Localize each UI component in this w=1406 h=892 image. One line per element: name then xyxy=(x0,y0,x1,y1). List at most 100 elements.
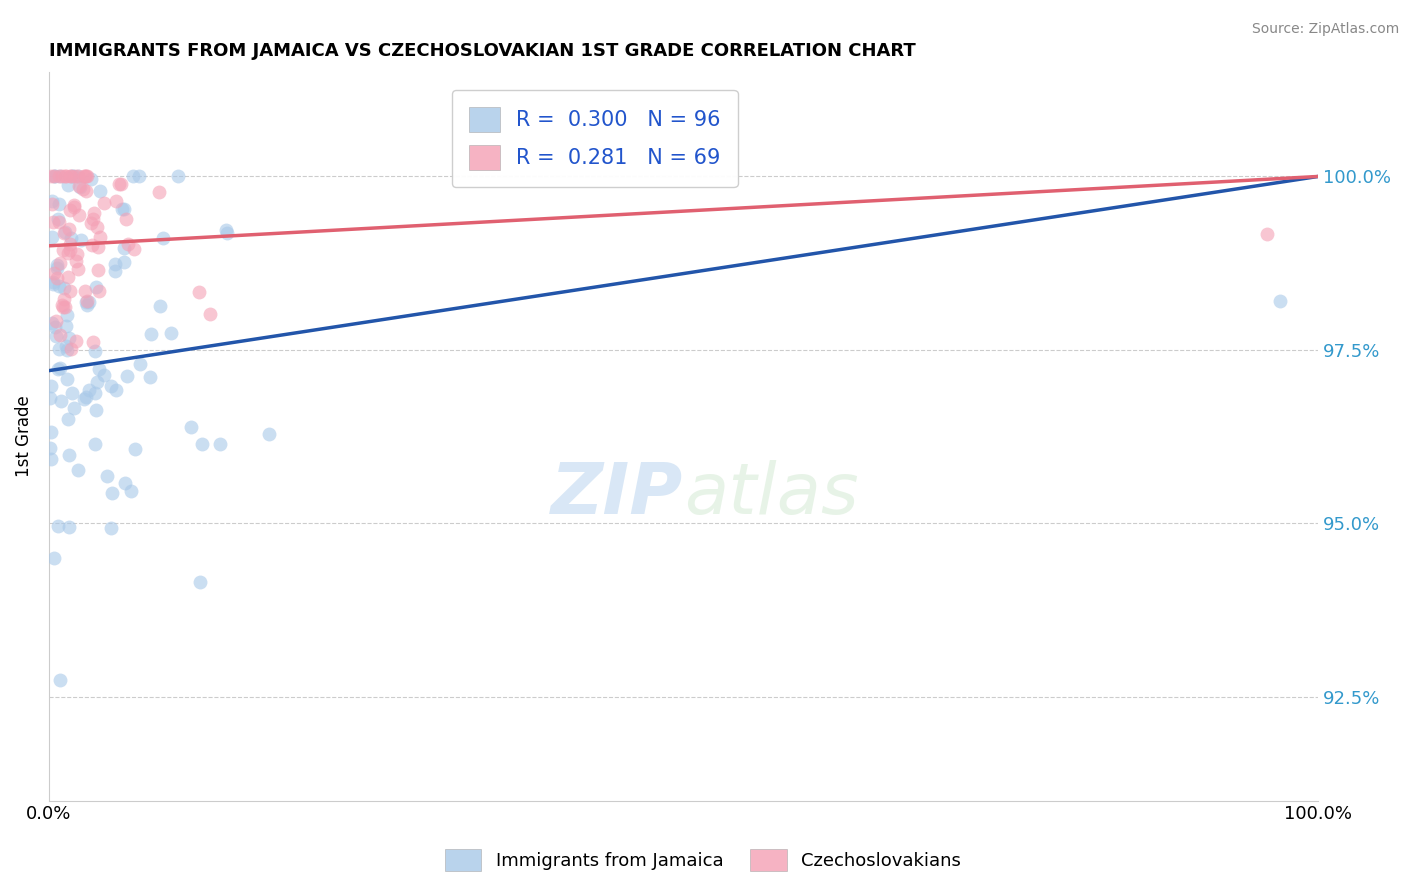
Point xyxy=(49,673,72,687)
Point xyxy=(100,521,122,535)
Point xyxy=(89,184,111,198)
Point xyxy=(49,394,72,409)
Point xyxy=(52,292,75,306)
Point xyxy=(77,294,100,309)
Point xyxy=(60,169,83,184)
Point xyxy=(49,327,72,342)
Point xyxy=(59,236,82,251)
Point xyxy=(39,169,62,184)
Text: ZIP: ZIP xyxy=(551,460,683,529)
Point xyxy=(56,270,79,285)
Point xyxy=(63,198,86,212)
Point xyxy=(87,284,110,298)
Point xyxy=(44,551,66,566)
Point xyxy=(45,329,67,343)
Point xyxy=(188,574,211,589)
Point xyxy=(59,202,82,217)
Point xyxy=(48,215,70,229)
Point xyxy=(49,169,72,184)
Legend: Immigrants from Jamaica, Czechoslovakians: Immigrants from Jamaica, Czechoslovakian… xyxy=(437,842,969,879)
Point xyxy=(58,448,80,462)
Point xyxy=(117,236,139,251)
Point xyxy=(48,343,70,357)
Point xyxy=(58,222,80,236)
Point xyxy=(63,401,86,415)
Point xyxy=(76,293,98,308)
Point xyxy=(93,196,115,211)
Point xyxy=(96,468,118,483)
Point xyxy=(148,185,170,199)
Point xyxy=(66,169,89,184)
Point xyxy=(139,326,162,341)
Point xyxy=(84,344,107,359)
Point xyxy=(93,368,115,382)
Point xyxy=(59,243,82,257)
Point xyxy=(48,362,70,376)
Point xyxy=(41,197,63,211)
Point xyxy=(63,169,86,184)
Point xyxy=(60,385,83,400)
Point xyxy=(67,463,90,477)
Point xyxy=(200,307,222,321)
Point xyxy=(66,169,89,184)
Point xyxy=(87,361,110,376)
Point xyxy=(73,392,96,406)
Point xyxy=(48,278,70,293)
Point xyxy=(108,177,131,191)
Point xyxy=(114,475,136,490)
Point xyxy=(65,254,87,268)
Point xyxy=(112,255,135,269)
Legend: R =  0.300   N = 96, R =  0.281   N = 69: R = 0.300 N = 96, R = 0.281 N = 69 xyxy=(451,90,738,186)
Point xyxy=(160,326,183,340)
Point xyxy=(48,256,70,270)
Point xyxy=(39,441,62,455)
Point xyxy=(56,412,79,426)
Text: IMMIGRANTS FROM JAMAICA VS CZECHOSLOVAKIAN 1ST GRADE CORRELATION CHART: IMMIGRANTS FROM JAMAICA VS CZECHOSLOVAKI… xyxy=(49,42,915,60)
Point xyxy=(59,169,82,184)
Point xyxy=(39,425,62,439)
Point xyxy=(59,284,82,298)
Point xyxy=(86,375,108,389)
Point xyxy=(84,436,107,450)
Point xyxy=(112,241,135,255)
Point xyxy=(77,383,100,397)
Point xyxy=(55,169,77,184)
Point xyxy=(56,308,79,322)
Point xyxy=(62,169,84,184)
Point xyxy=(45,271,67,285)
Point xyxy=(83,386,105,401)
Point xyxy=(52,226,75,240)
Point xyxy=(39,391,62,405)
Point xyxy=(75,169,97,184)
Point xyxy=(73,169,96,184)
Point xyxy=(124,442,146,456)
Point xyxy=(58,169,80,184)
Point xyxy=(86,280,108,294)
Point xyxy=(1268,293,1291,308)
Point xyxy=(69,179,91,194)
Point xyxy=(58,520,80,534)
Point xyxy=(48,197,70,211)
Point xyxy=(55,318,77,333)
Point xyxy=(53,281,76,295)
Point xyxy=(209,437,232,451)
Point xyxy=(215,223,238,237)
Point xyxy=(73,284,96,298)
Point xyxy=(83,205,105,219)
Point xyxy=(104,194,127,209)
Point xyxy=(41,378,63,392)
Point xyxy=(56,343,79,357)
Point xyxy=(41,194,63,208)
Point xyxy=(257,427,280,442)
Point xyxy=(48,169,70,184)
Point xyxy=(46,211,69,226)
Point xyxy=(188,285,211,299)
Text: Source: ZipAtlas.com: Source: ZipAtlas.com xyxy=(1251,22,1399,37)
Point xyxy=(45,314,67,328)
Point xyxy=(82,211,104,226)
Point xyxy=(115,368,138,383)
Point xyxy=(75,390,97,404)
Point xyxy=(58,330,80,344)
Point xyxy=(55,339,77,353)
Point xyxy=(63,200,86,214)
